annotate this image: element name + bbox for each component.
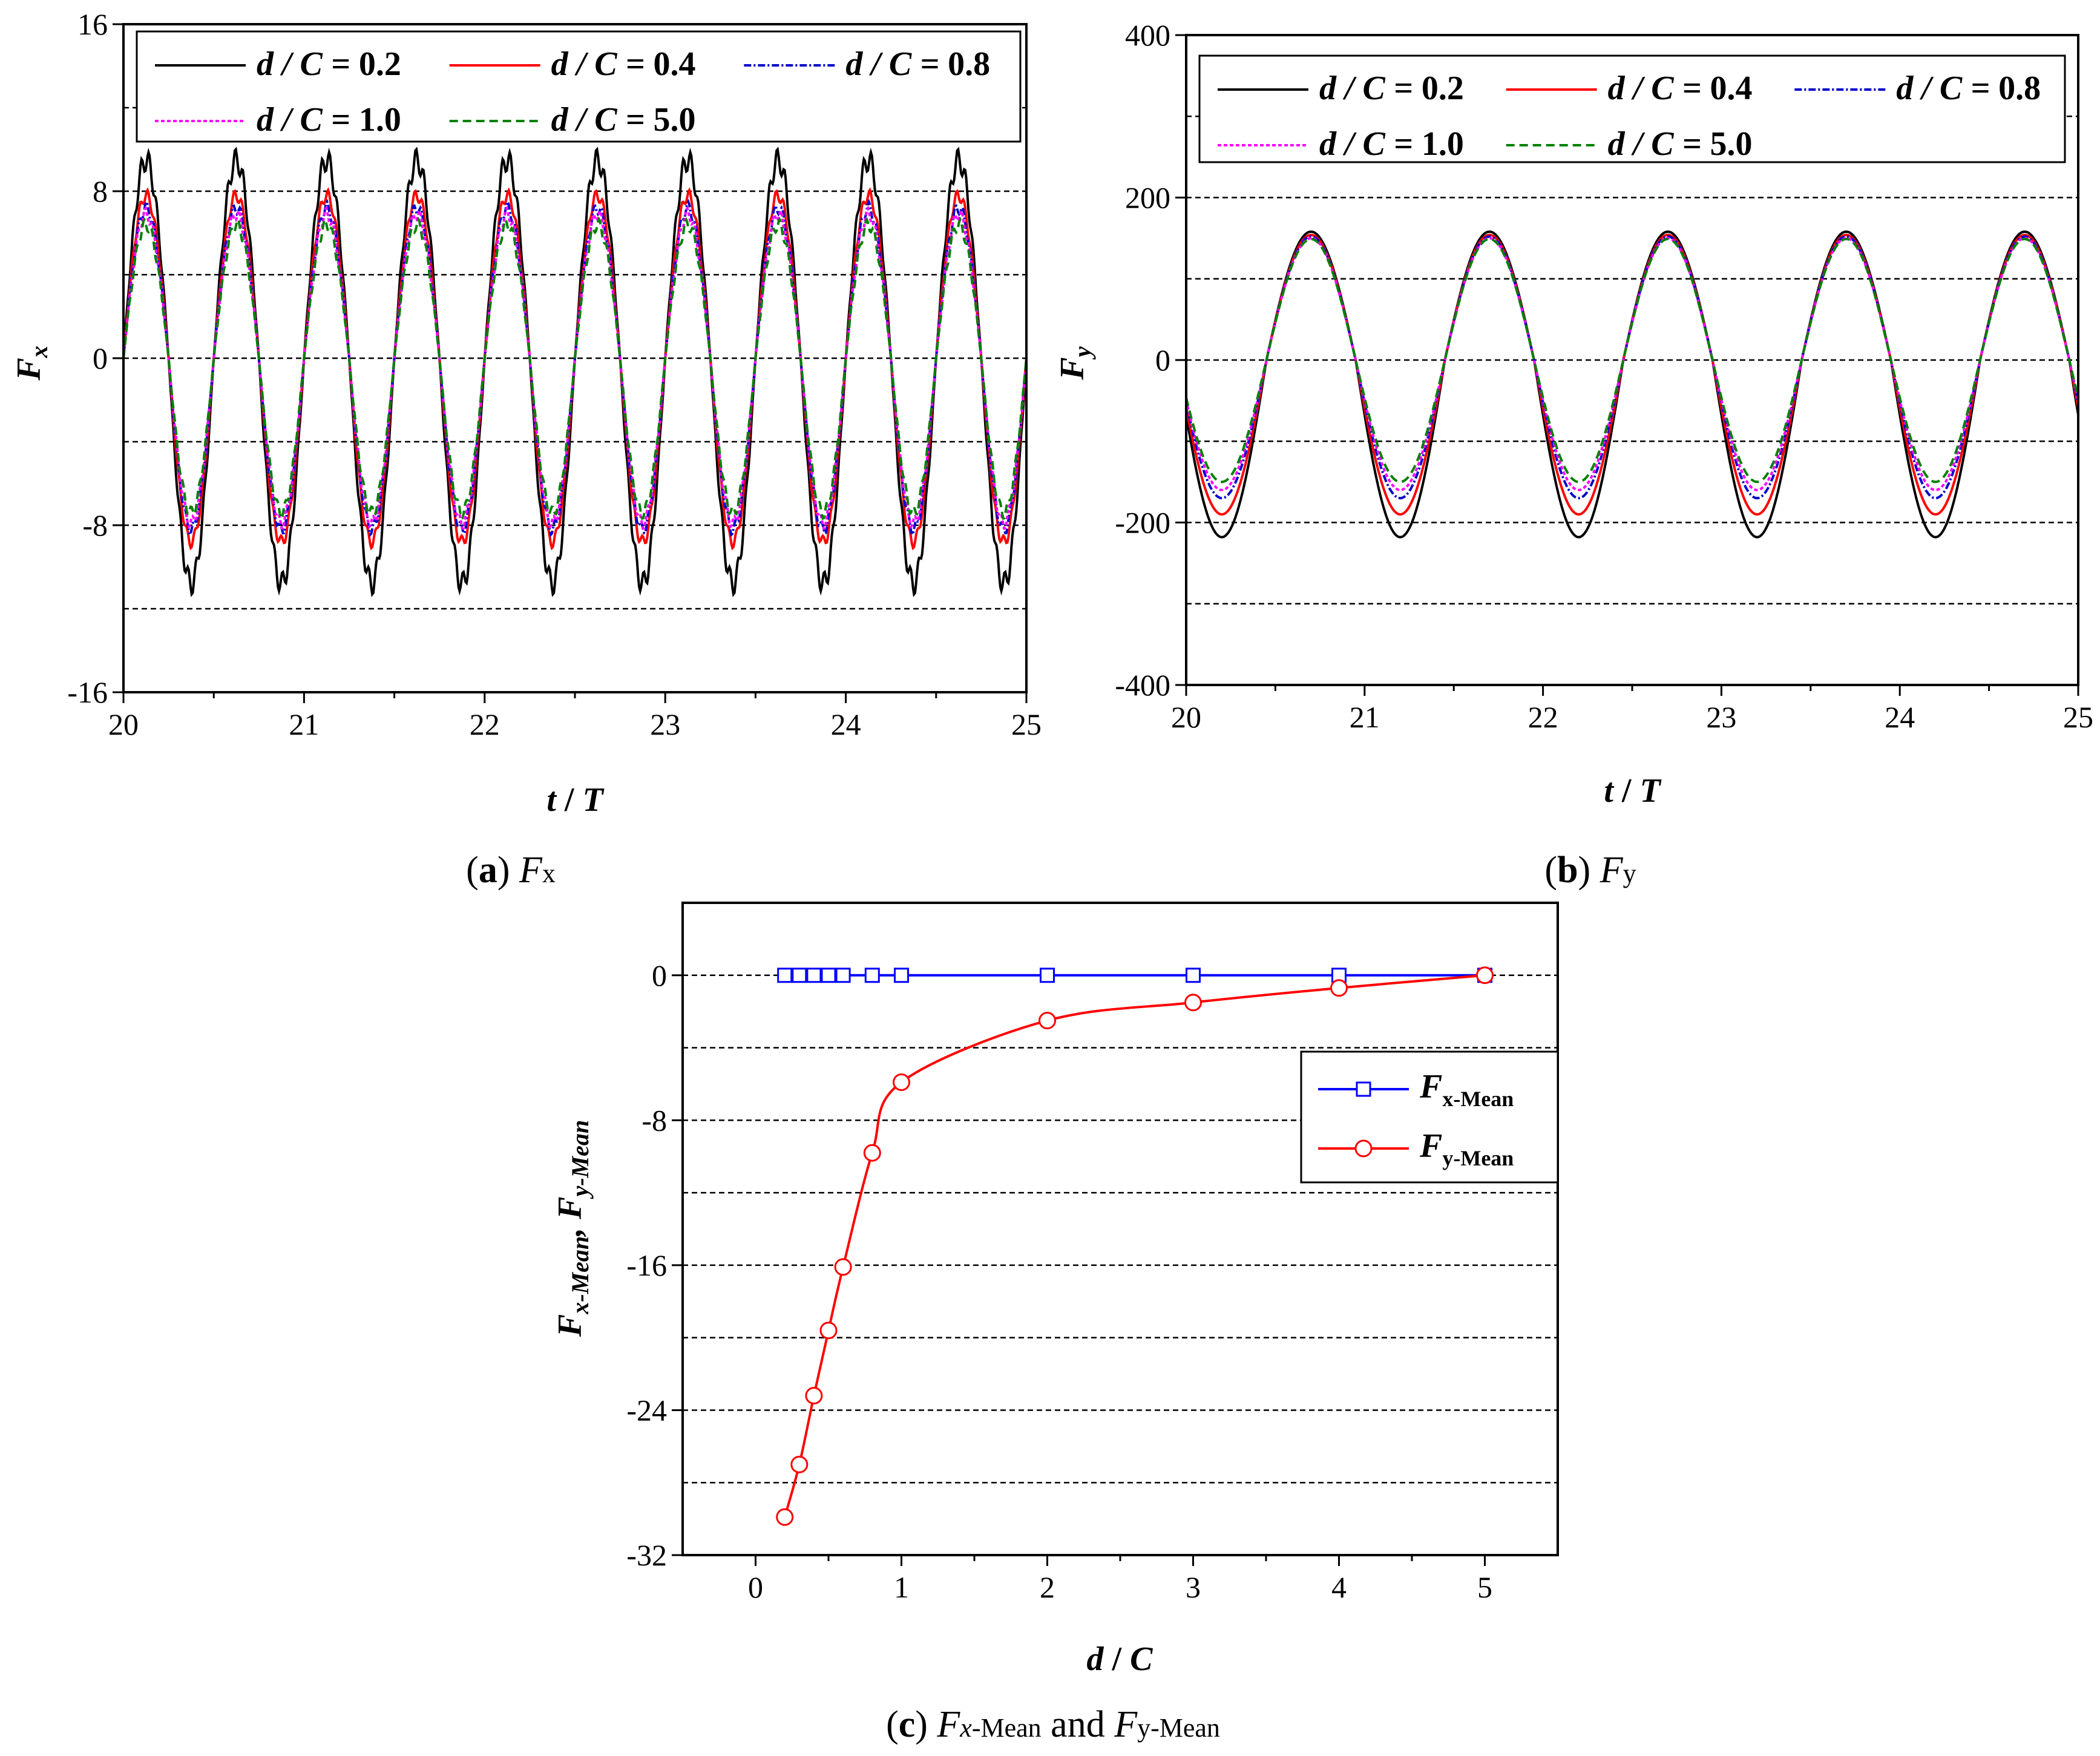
panel-b-x-axis-label: t / T xyxy=(1604,772,1662,810)
a-x-tick-label: 22 xyxy=(470,707,500,741)
c-point-fx-mean-7 xyxy=(1040,968,1055,983)
b-legend-label-4: d / C = 5.0 xyxy=(1608,125,1753,163)
c-legend-marker-0 xyxy=(1356,1081,1371,1097)
c-point-fx-mean-2 xyxy=(806,968,822,983)
a-y-tick-label: 16 xyxy=(77,7,108,41)
c-point-fy-mean-5 xyxy=(863,1144,881,1162)
c-x-tick-label: 2 xyxy=(1040,1570,1055,1604)
c-x-tick-label: 5 xyxy=(1477,1570,1492,1604)
c-point-fx-mean-0 xyxy=(777,968,793,983)
c-legend-marker-1 xyxy=(1354,1139,1373,1158)
c-y-tick-label: -8 xyxy=(641,1103,667,1137)
panel-c-x-axis-label: d / C xyxy=(1087,1640,1153,1678)
c-point-fx-mean-4 xyxy=(835,968,851,983)
a-x-tick-label: 21 xyxy=(289,707,319,741)
b-legend-label-0: d / C = 0.2 xyxy=(1319,70,1464,107)
a-legend-label-4: d / C = 5.0 xyxy=(551,101,696,139)
b-y-tick-label: -200 xyxy=(1115,506,1170,540)
b-x-tick-label: 22 xyxy=(1528,700,1558,734)
panel-c-y-axis-label: Fx-Mean, Fy-Mean xyxy=(551,1120,594,1337)
b-series-line-1 xyxy=(1185,234,2079,516)
b-legend-label-2: d / C = 0.8 xyxy=(1896,70,2041,107)
panel-a-caption: (a) Fx xyxy=(466,850,556,891)
c-point-fy-mean-3 xyxy=(819,1322,838,1340)
b-y-tick-label: 200 xyxy=(1125,181,1170,215)
a-x-tick-label: 20 xyxy=(108,707,139,741)
a-y-tick-label: -16 xyxy=(67,675,108,709)
a-legend-label-0: d / C = 0.2 xyxy=(257,45,401,83)
b-x-tick-label: 25 xyxy=(2063,700,2093,734)
c-point-fy-mean-6 xyxy=(893,1073,910,1091)
c-x-tick-label: 1 xyxy=(894,1570,909,1604)
a-legend-label-1: d / C = 0.4 xyxy=(551,45,696,83)
c-point-fy-mean-0 xyxy=(776,1508,794,1526)
b-legend-label-1: d / C = 0.4 xyxy=(1608,70,1753,107)
c-point-fy-mean-7 xyxy=(1039,1012,1056,1030)
b-x-tick-label: 20 xyxy=(1171,700,1201,734)
b-y-tick-label: 0 xyxy=(1155,343,1170,377)
b-y-tick-label: 400 xyxy=(1125,18,1170,52)
panel-c-caption: (c) Fx-Mean and Fy-Mean xyxy=(886,1704,1220,1745)
a-legend-label-2: d / C = 0.8 xyxy=(845,45,990,83)
a-legend-box xyxy=(136,30,1022,143)
c-point-fy-mean-8 xyxy=(1184,994,1202,1012)
c-point-fx-mean-5 xyxy=(864,968,880,983)
b-x-tick-label: 24 xyxy=(1885,700,1915,734)
c-point-fy-mean-4 xyxy=(834,1258,852,1276)
c-legend-box xyxy=(1300,1050,1559,1184)
c-x-tick-label: 0 xyxy=(748,1570,763,1604)
panel-a-fx-chart: 20 21 22 23 24 25 -16 -8 0 8 16 d / C = 0.2 d / C =… xyxy=(10,7,1042,891)
a-legend-label-3: d / C = 1.0 xyxy=(257,101,401,139)
c-y-tick-label: -32 xyxy=(626,1538,667,1572)
b-y-tick-label: -400 xyxy=(1115,668,1170,702)
b-legend-label-3: d / C = 1.0 xyxy=(1319,125,1464,163)
panel-c-plot-frame xyxy=(681,902,1559,1556)
c-point-fx-mean-6 xyxy=(894,968,909,983)
b-x-tick-label: 21 xyxy=(1350,700,1380,734)
panel-b-fy-chart: 20 21 22 23 24 25 -400 -200 0 200 400 d / C = 0.2 d… xyxy=(1054,18,2093,891)
c-x-tick-label: 3 xyxy=(1186,1570,1201,1604)
c-point-fy-mean-1 xyxy=(790,1455,809,1473)
c-point-fy-mean-10 xyxy=(1476,966,1494,984)
b-series-line-3 xyxy=(1185,237,2079,491)
a-x-tick-label: 25 xyxy=(1011,707,1042,741)
b-series-line-2 xyxy=(1185,235,2079,500)
a-y-tick-label: 8 xyxy=(93,174,108,208)
panel-a-y-axis-label: Fx xyxy=(10,346,53,381)
c-point-fy-mean-2 xyxy=(805,1386,823,1404)
b-x-tick-label: 23 xyxy=(1706,700,1736,734)
a-series-line-4 xyxy=(122,216,1028,520)
a-y-tick-label: -8 xyxy=(82,508,108,542)
c-point-fx-mean-3 xyxy=(821,968,836,983)
a-series-line-3 xyxy=(122,205,1028,530)
panel-b-caption: (b) Fy xyxy=(1544,850,1636,891)
c-legend-label-1: Fy-Mean xyxy=(1419,1127,1514,1170)
c-y-tick-label: -24 xyxy=(626,1393,667,1427)
a-x-tick-label: 24 xyxy=(831,707,861,741)
b-series-line-4 xyxy=(1185,237,2079,483)
c-point-fx-mean-1 xyxy=(792,968,807,983)
c-point-fx-mean-8 xyxy=(1186,968,1201,983)
a-x-tick-label: 23 xyxy=(650,707,680,741)
c-point-fy-mean-9 xyxy=(1330,979,1348,997)
c-y-tick-label: 0 xyxy=(652,958,667,992)
c-x-tick-label: 4 xyxy=(1331,1570,1347,1604)
a-y-tick-label: 0 xyxy=(93,341,108,375)
panel-a-x-axis-label: t / T xyxy=(546,781,605,819)
panel-b-y-axis-label: Fy xyxy=(1054,346,1096,380)
c-y-tick-label: -16 xyxy=(626,1248,667,1282)
c-legend-label-0: Fx-Mean xyxy=(1419,1068,1514,1111)
b-legend-box xyxy=(1198,54,2066,163)
